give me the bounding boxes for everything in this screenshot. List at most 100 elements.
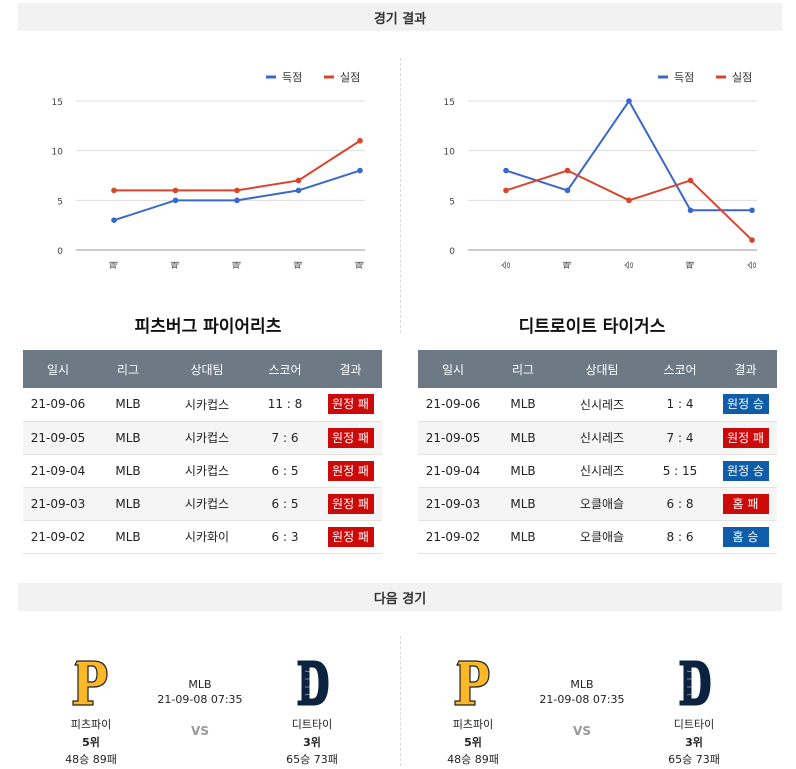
x-tick-label: 승 xyxy=(501,261,512,269)
cell-opponent: 시카컵스 xyxy=(163,421,251,455)
pirates-results-table: 일시 리그 상대팀 스코어 결과 21-09-06 MLB 시카컵스 11 : 8 원정 패 21… xyxy=(23,350,382,554)
x-tick-label: 패 xyxy=(355,261,366,269)
table-row: 21-09-03 MLB 오클애슬 6 : 8 홈 패 xyxy=(418,487,777,521)
cell-result: 원정 승 xyxy=(714,388,777,422)
column-header: 스코어 xyxy=(646,350,714,388)
cell-opponent: 시카화이 xyxy=(163,520,251,554)
home-team[interactable]: 디트타이 3위 65승 73패 xyxy=(267,652,357,767)
data-point xyxy=(749,237,755,243)
result-badge: 홈 승 xyxy=(722,526,769,547)
column-header: 리그 xyxy=(93,350,163,388)
home-team-rank: 3위 xyxy=(303,736,321,749)
game-datetime: 21-09-08 07:35 xyxy=(157,693,243,706)
data-point xyxy=(687,177,694,184)
series-line-conceded xyxy=(505,169,753,241)
game-datetime: 21-09-08 07:35 xyxy=(539,693,625,706)
data-point xyxy=(564,167,571,174)
next-game-card: 피츠파이 5위 48승 89패 MLB 21-09-08 07:35 VS 디트… xyxy=(20,640,400,767)
cell-opponent: 시카컵스 xyxy=(163,454,251,488)
cell-league: MLB xyxy=(488,388,558,422)
data-point xyxy=(626,197,632,204)
column-header: 스코어 xyxy=(251,350,319,388)
cell-opponent: 오클애슬 xyxy=(558,520,646,554)
cell-result: 원정 패 xyxy=(319,421,382,455)
next-game-section-title: 다음 경기 xyxy=(373,591,427,607)
legend-scored: 득점 xyxy=(674,71,694,84)
tigers-logo-icon xyxy=(267,652,357,714)
pirates-logo-icon xyxy=(428,652,518,714)
legend-conceded: 실점 xyxy=(340,71,360,84)
y-tick-label: 10 xyxy=(444,148,456,158)
result-badge: 원정 패 xyxy=(327,427,374,448)
cell-date: 21-09-03 xyxy=(418,487,488,521)
away-team-record: 48승 89패 xyxy=(447,753,499,766)
cell-score: 11 : 8 xyxy=(251,388,319,422)
cell-score: 6 : 5 xyxy=(251,454,319,488)
table-row: 21-09-04 MLB 시카컵스 6 : 5 원정 패 xyxy=(23,454,382,488)
result-badge: 원정 패 xyxy=(327,460,374,481)
series-line-scored xyxy=(505,99,752,212)
result-badge: 원정 승 xyxy=(722,394,769,415)
table-row: 21-09-05 MLB 시카컵스 7 : 6 원정 패 xyxy=(23,421,382,455)
home-team-record: 65승 73패 xyxy=(668,753,720,766)
line-chart-svg: 0 5 10 15 패 패 패 패 패 득점 실점 xyxy=(52,71,366,269)
cell-date: 21-09-05 xyxy=(23,421,93,455)
home-team[interactable]: 디트타이 3위 65승 73패 xyxy=(649,652,739,767)
column-header: 결과 xyxy=(319,350,382,388)
cell-score: 6 : 3 xyxy=(251,520,319,554)
away-team-rank: 5위 xyxy=(82,736,100,749)
x-tick-label: 패 xyxy=(171,261,182,269)
away-team[interactable]: 피츠파이 5위 48승 89패 xyxy=(428,652,518,767)
cell-date: 21-09-03 xyxy=(23,487,93,521)
x-tick-label: 패 xyxy=(563,261,574,269)
data-point xyxy=(626,98,632,104)
result-badge: 원정 패 xyxy=(722,427,769,448)
cell-score: 5 : 15 xyxy=(646,454,714,488)
series-line-scored xyxy=(113,169,361,222)
cell-league: MLB xyxy=(488,454,558,488)
column-header: 상대팀 xyxy=(558,350,646,388)
x-tick-label: 승 xyxy=(747,261,758,269)
next-game-divider xyxy=(400,636,401,766)
data-point xyxy=(357,137,363,144)
data-point xyxy=(234,187,240,194)
table-row: 21-09-06 MLB 신시레즈 1 : 4 원정 승 xyxy=(418,388,777,422)
data-point xyxy=(749,207,755,214)
column-header: 리그 xyxy=(488,350,558,388)
tigers-score-chart: 0 5 10 15 승 패 승 패 승 득점 실점 xyxy=(410,60,775,275)
result-badge: 원정 패 xyxy=(327,493,374,514)
cell-opponent: 시카컵스 xyxy=(163,388,251,422)
y-tick-label: 5 xyxy=(57,197,63,207)
results-section-title: 경기 결과 xyxy=(373,11,427,27)
y-tick-label: 0 xyxy=(57,247,63,257)
data-point xyxy=(172,197,179,204)
table-row: 21-09-05 MLB 신시레즈 7 : 4 원정 패 xyxy=(418,421,777,455)
cell-result: 원정 패 xyxy=(319,520,382,554)
game-league: MLB xyxy=(188,678,212,691)
cell-score: 7 : 4 xyxy=(646,421,714,455)
x-tick-label: 패 xyxy=(294,261,305,269)
next-game-card: 피츠파이 5위 48승 89패 MLB 21-09-08 07:35 VS 디트… xyxy=(402,640,782,767)
legend-conceded: 실점 xyxy=(732,71,752,84)
tigers-logo-icon xyxy=(649,652,739,714)
pirates-logo-icon xyxy=(46,652,136,714)
y-tick-label: 0 xyxy=(449,247,455,257)
column-header: 일시 xyxy=(23,350,93,388)
cell-date: 21-09-02 xyxy=(418,520,488,554)
away-team[interactable]: 피츠파이 5위 48승 89패 xyxy=(46,652,136,767)
table-row: 21-09-04 MLB 신시레즈 5 : 15 원정 승 xyxy=(418,454,777,488)
data-point xyxy=(687,207,694,214)
home-team-record: 65승 73패 xyxy=(286,753,338,766)
x-tick-label: 패 xyxy=(686,261,697,269)
cell-opponent: 신시레즈 xyxy=(558,454,646,488)
cell-league: MLB xyxy=(93,388,163,422)
cell-date: 21-09-06 xyxy=(23,388,93,422)
cell-date: 21-09-05 xyxy=(418,421,488,455)
y-tick-label: 5 xyxy=(449,197,455,207)
table-header-row: 일시 리그 상대팀 스코어 결과 xyxy=(418,350,777,388)
cell-league: MLB xyxy=(93,421,163,455)
table-row: 21-09-02 MLB 오클애슬 8 : 6 홈 승 xyxy=(418,520,777,554)
data-point xyxy=(295,187,302,194)
cell-result: 홈 패 xyxy=(714,487,777,521)
data-point xyxy=(111,187,117,194)
